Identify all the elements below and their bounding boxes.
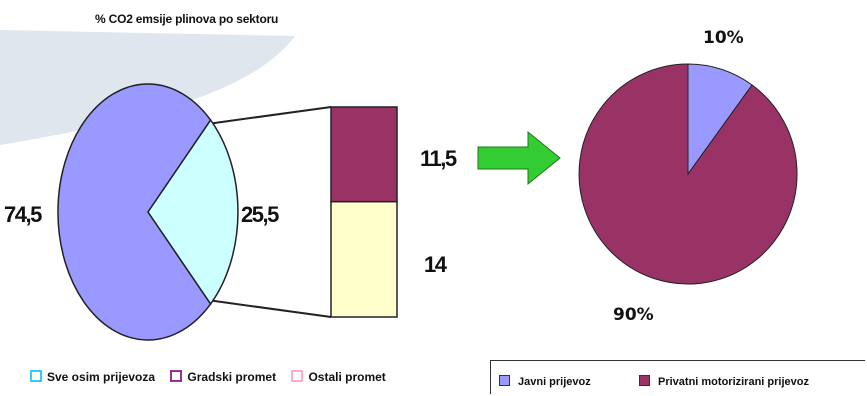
connector-line-top [212, 106, 332, 125]
legend-label: Privatni motorizirani prijevoz [658, 376, 809, 388]
legend-label: Sve osim prijevoza [47, 370, 156, 384]
legend-item-ostali-promet: Ostali promet [291, 370, 386, 384]
bar-label-gradski-promet: 11,5 [420, 146, 457, 171]
bar-label-ostali-promet: 14 [424, 252, 447, 277]
arrow-right-icon [477, 130, 561, 186]
legend-item-javni-prijevoz: Javni prijevoz [499, 375, 591, 388]
pie-slice-sve-osim-prijevoza [57, 83, 212, 341]
legend-swatch-icon [639, 375, 650, 386]
legend-swatch-icon [30, 370, 42, 382]
breakdown-connector-lines [212, 106, 332, 318]
slice-label-javni-prijevoz: 10% [703, 28, 744, 48]
right-pie [578, 63, 798, 285]
legend-label: Ostali promet [308, 370, 386, 384]
bar-segment-ostali-promet [330, 200, 398, 318]
legend-label: Gradski promet [187, 370, 277, 384]
left-legend: Sve osim prijevoza Gradski promet Ostali… [30, 370, 398, 384]
chart-title: % CO2 emsije plinova po sektoru [95, 12, 279, 26]
legend-swatch-icon [499, 375, 510, 386]
right-legend: Javni prijevoz Privatni motorizirani pri… [490, 360, 865, 394]
bar-segment-gradski-promet [330, 106, 398, 203]
pie-slice-prijevoz [147, 118, 239, 306]
slice-label-sve-osim-prijevoza: 74,5 [4, 202, 42, 227]
connector-line-bottom [212, 299, 332, 318]
legend-swatch-icon [170, 370, 183, 382]
slice-label-prijevoz: 25,5 [241, 202, 279, 227]
left-pie [57, 83, 239, 341]
slice-label-privatni-prijevoz: 90% [613, 305, 654, 325]
legend-item-sve-osim-prijevoza: Sve osim prijevoza [30, 370, 155, 384]
breakdown-bar [330, 106, 398, 318]
legend-item-gradski-promet: Gradski promet [170, 370, 276, 384]
legend-item-privatni-motorizirani-prijevoz: Privatni motorizirani prijevoz [639, 375, 809, 388]
pie-slice-privatni-motorizirani-prijevoz [578, 63, 798, 285]
legend-label: Javni prijevoz [518, 376, 591, 388]
legend-swatch-icon [291, 370, 304, 382]
